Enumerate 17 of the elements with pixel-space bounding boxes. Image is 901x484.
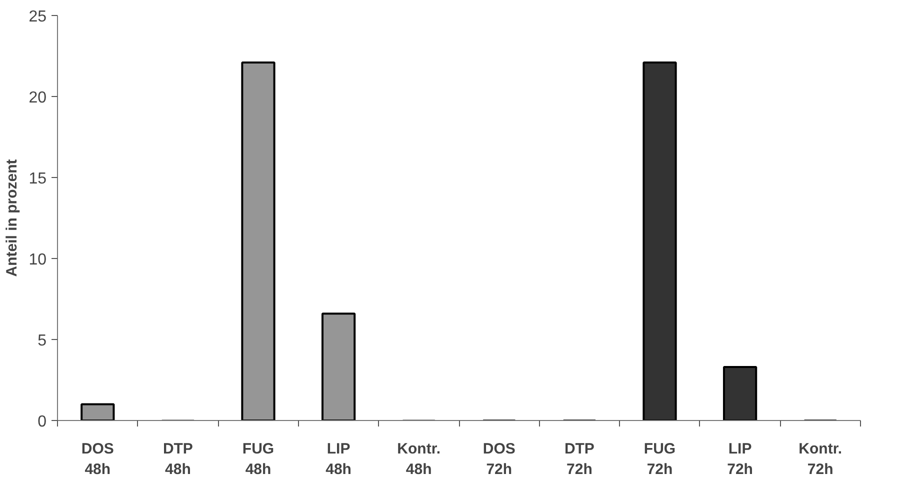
x-tick-label: Kontr. 72h	[798, 440, 842, 478]
y-tick-label: 0	[38, 414, 47, 430]
y-tick-label: 5	[38, 332, 47, 350]
y-axis-title: Anteil in prozent	[4, 159, 21, 277]
x-tick-label: FUG 72h	[644, 440, 676, 478]
x-tick-label: FUG 48h	[242, 440, 274, 478]
y-tick-label: 10	[28, 252, 47, 268]
x-tick-label: LIP 72h	[727, 440, 753, 478]
y-tick-label: 15	[28, 170, 47, 188]
x-tick-label: Kontr. 48h	[397, 440, 441, 478]
y-tick-label: 20	[28, 90, 47, 106]
y-tick-label: 25	[28, 8, 47, 26]
x-tick-label: DTP 48h	[162, 440, 193, 478]
x-tick-label: DOS 48h	[81, 440, 114, 478]
x-tick-label: DTP 72h	[564, 440, 594, 478]
x-tick-label: DOS 72h	[482, 440, 516, 478]
x-tick-label: LIP 48h	[326, 440, 352, 478]
